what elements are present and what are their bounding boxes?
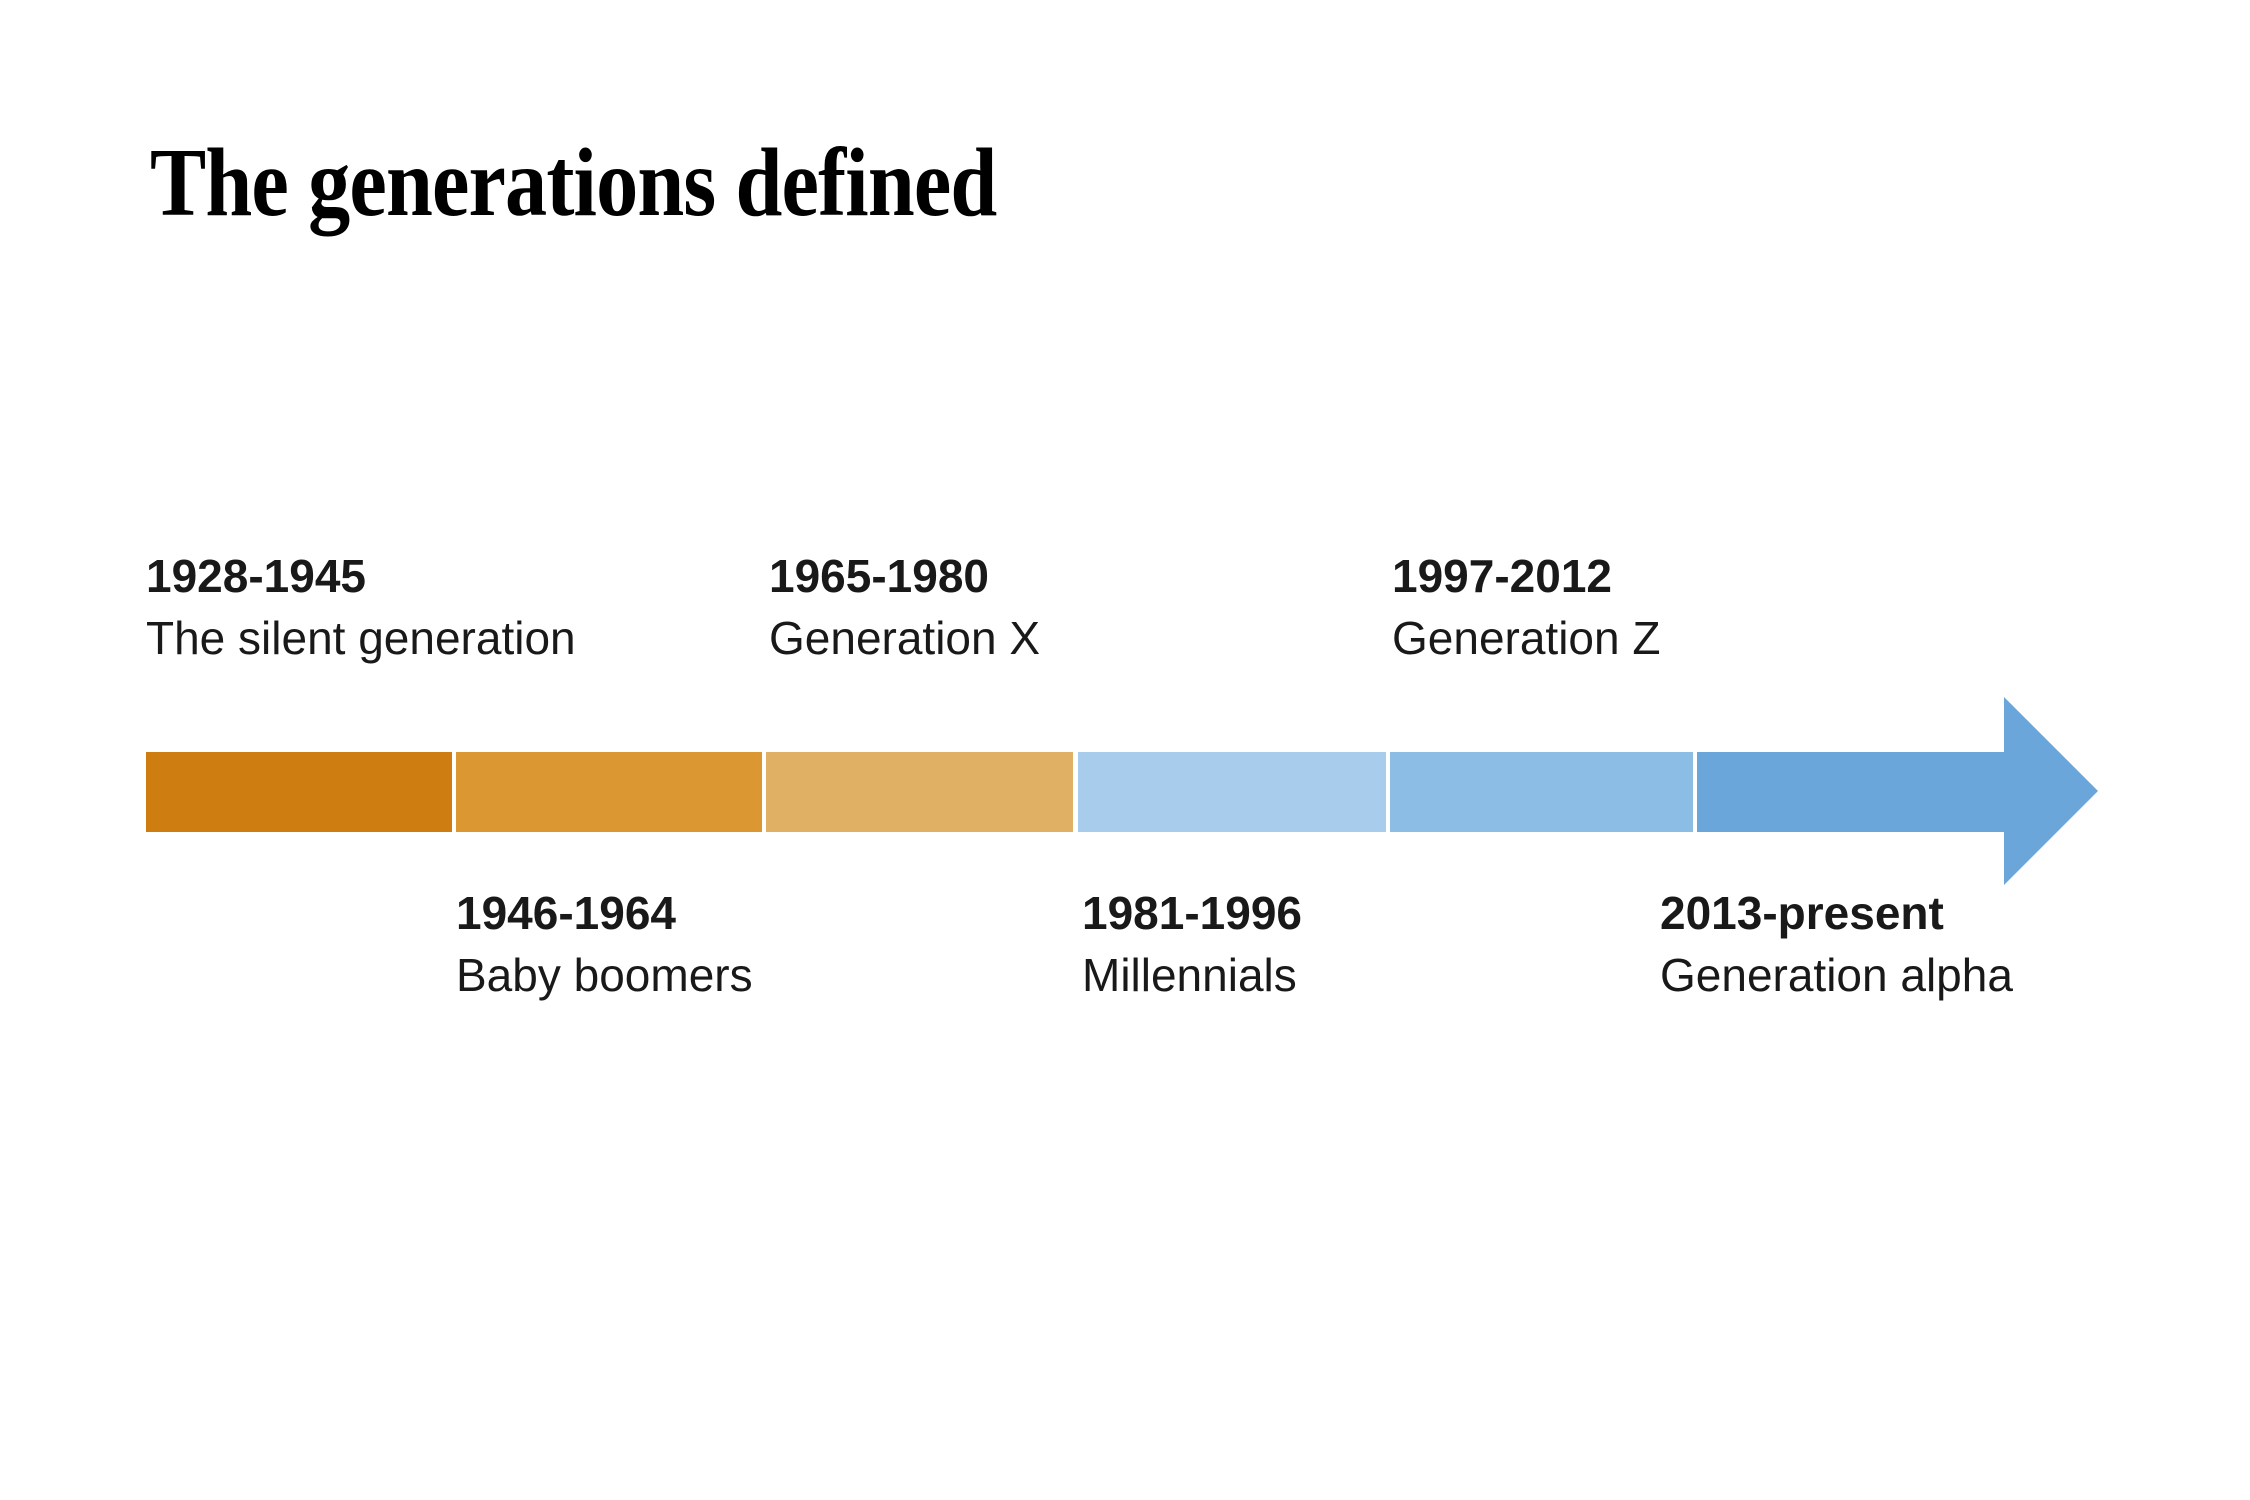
timeline-segment-generation-alpha [1697,752,2005,832]
timeline-segment-millennials [1078,752,1386,832]
label-name: Baby boomers [456,949,753,1001]
label-name: Generation alpha [1660,949,2013,1001]
label-name: Generation X [769,612,1041,664]
label-years: 1981-1996 [1082,887,1302,939]
label-baby-boomers: 1946-1964 Baby boomers [456,882,753,1006]
timeline-arrow-icon [2004,697,2098,885]
label-name: The silent generation [146,612,576,664]
page-title: The generations defined [150,129,997,237]
label-years: 1928-1945 [146,550,366,602]
timeline-segment-silent-generation [146,752,452,832]
label-years: 1965-1980 [769,550,989,602]
label-generation-z: 1997-2012 Generation Z [1392,545,1660,669]
timeline-segment-generation-z [1390,752,1693,832]
label-silent-generation: 1928-1945 The silent generation [146,545,576,669]
label-years: 1997-2012 [1392,550,1612,602]
label-name: Millennials [1082,949,1297,1001]
label-years: 1946-1964 [456,887,676,939]
label-name: Generation Z [1392,612,1661,664]
timeline-segment-generation-x [766,752,1073,832]
label-years: 2013-present [1660,887,1944,939]
timeline-segment-baby-boomers [456,752,762,832]
label-millennials: 1981-1996 Millennials [1082,882,1302,1006]
label-generation-x: 1965-1980 Generation X [769,545,1040,669]
label-generation-alpha: 2013-present Generation alpha [1660,882,2013,1006]
